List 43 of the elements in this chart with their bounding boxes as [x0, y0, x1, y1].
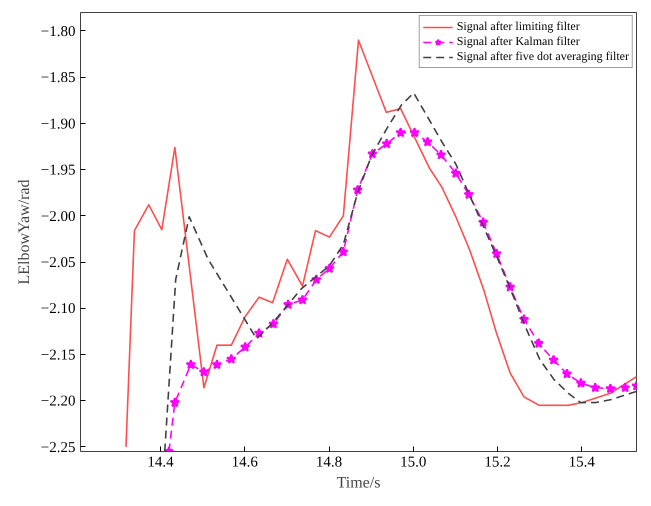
point [212, 359, 222, 370]
point [534, 338, 544, 348]
point [297, 294, 308, 305]
y-tick-label: −2.25 [40, 440, 76, 456]
x-tick-label: 14.8 [316, 454, 342, 470]
x-tick-label: 14.6 [232, 454, 258, 470]
legend-label: Signal after Kalman filter [456, 34, 580, 49]
point [395, 127, 406, 138]
point [436, 149, 446, 160]
y-tick-label: −1.95 [40, 162, 76, 179]
y-axis-title: LElbowYaw/rad [16, 179, 33, 285]
y-tick-label: −2.10 [40, 301, 76, 318]
x-tick-label: 15.4 [568, 454, 596, 470]
point [170, 397, 180, 408]
x-tick-label: 15.0 [400, 454, 426, 470]
point [605, 383, 616, 394]
point [186, 359, 196, 370]
y-tick-label: −2.15 [40, 347, 76, 364]
y-tick-label: −1.80 [40, 24, 76, 40]
point [620, 382, 630, 392]
point [590, 382, 600, 392]
point [576, 378, 586, 388]
y-tick-label: −1.85 [40, 70, 76, 86]
point [548, 354, 559, 365]
point [198, 366, 210, 377]
x-axis-title: Time/s [336, 474, 380, 492]
y-tick-label: −2.00 [40, 208, 76, 225]
legend-label: Signal after limiting filter [456, 19, 580, 34]
point [450, 168, 462, 178]
y-tick-label: −2.20 [40, 394, 76, 410]
point [381, 138, 392, 148]
point [324, 263, 335, 274]
point [226, 354, 237, 364]
y-tick-label: −2.05 [40, 255, 76, 272]
point [422, 136, 433, 147]
x-tick-label: 15.2 [484, 454, 511, 470]
point [409, 127, 420, 138]
point [240, 342, 250, 352]
point [562, 368, 572, 379]
legend-label: Signal after five dot averaging filter [456, 49, 629, 64]
y-tick-label: −1.90 [40, 116, 76, 132]
point [491, 248, 502, 258]
x-tick-label: 14.4 [147, 454, 174, 470]
